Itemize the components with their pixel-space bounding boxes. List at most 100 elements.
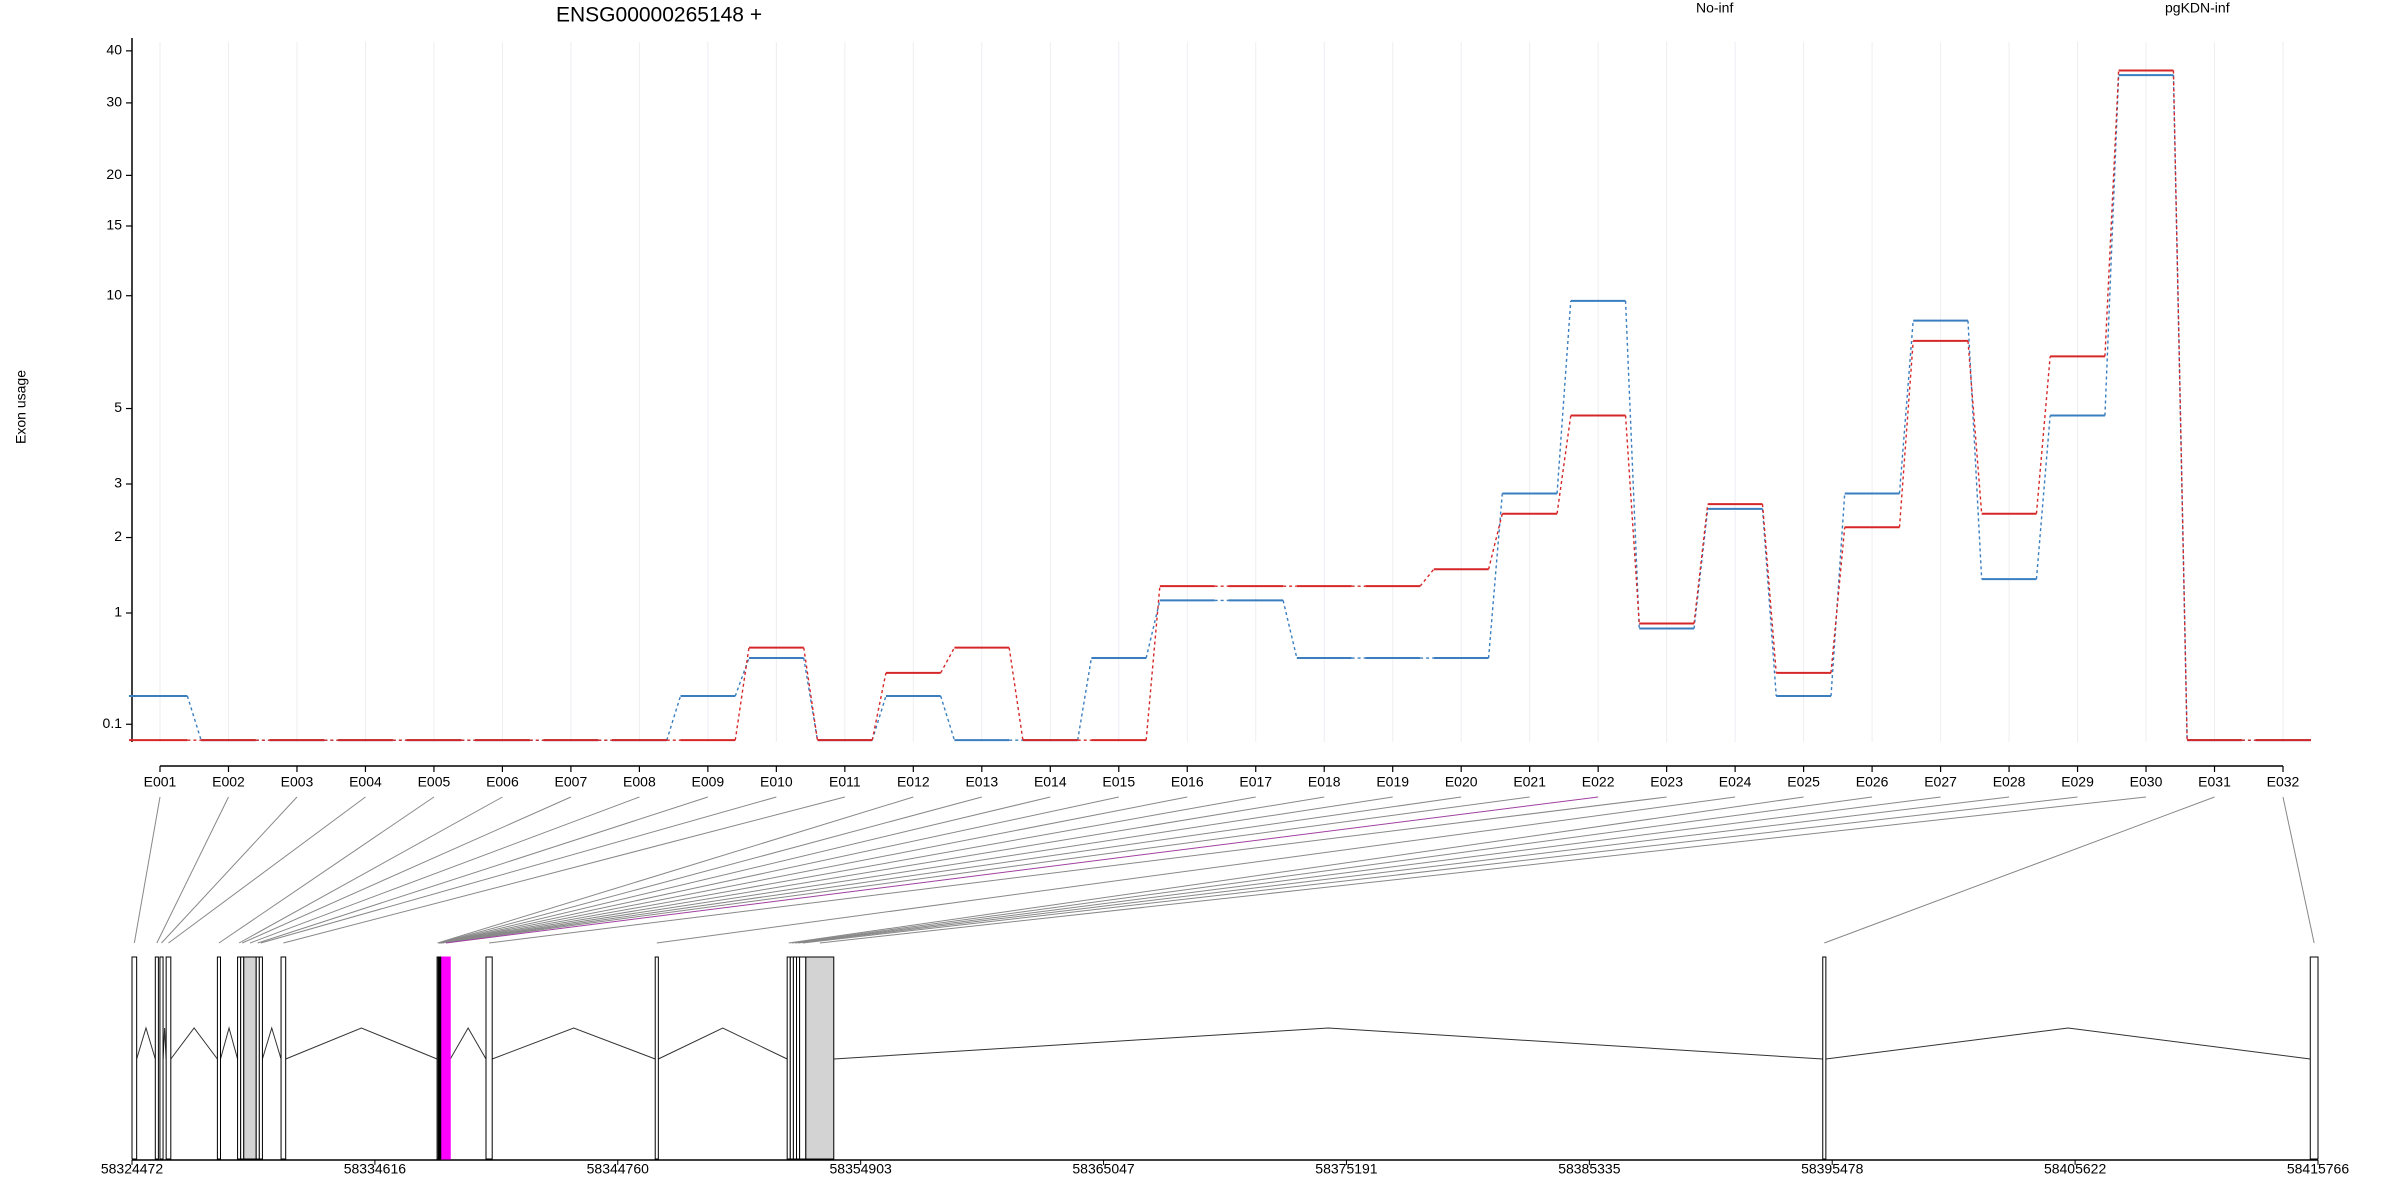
gene-tick-label: 58354903 [830,1161,893,1177]
bin-link [802,796,2078,944]
exon-bin [805,956,835,1160]
connector [1693,504,1709,624]
intron [833,1027,1823,1060]
intron [261,1026,282,1060]
gene-tick-label: 58405622 [2044,1161,2107,1177]
bin-link [656,796,1736,944]
exon-bin [159,956,164,1160]
x-tick-label: E026 [1856,774,1889,790]
gene-tick-label: 58344760 [587,1161,650,1177]
exon-bin [165,956,172,1160]
x-tick-label: E001 [144,774,177,790]
y-tick-label: 0.1 [103,715,123,731]
gene-tick-label: 58365047 [1072,1161,1135,1177]
x-tick-label: E002 [212,774,245,790]
connector [940,647,956,674]
intron [220,1026,239,1060]
exon-bin [258,956,263,1160]
connector [1898,340,1914,528]
exon-bin [2309,956,2319,1160]
connector [1145,600,1161,659]
intron [658,1027,788,1060]
bin-link [439,796,1119,944]
x-tick-label: E012 [897,774,930,790]
connector [1761,508,1777,697]
connector [1830,527,1846,673]
bin-link [441,796,1530,944]
bin-link [133,796,161,944]
y-tick-label: 5 [114,399,122,415]
x-tick-label: E005 [418,774,451,790]
x-tick-label: E020 [1445,774,1478,790]
connector [1830,493,1846,697]
intron [449,1026,487,1060]
gene-tick-label: 58324472 [101,1161,164,1177]
bin-link [238,796,503,944]
connector [1487,513,1503,570]
connector [940,695,956,741]
intron [170,1027,218,1060]
connector [803,647,819,741]
x-tick-label: E025 [1787,774,1820,790]
x-tick-label: E010 [760,774,793,790]
bin-link [257,796,709,944]
intron [162,1027,167,1060]
x-tick-label: E023 [1650,774,1683,790]
connector [734,657,750,697]
gene-tick-label: 58415766 [2287,1161,2350,1177]
x-tick-label: E024 [1719,774,1752,790]
intron [492,1027,656,1060]
y-tick-label: 1 [114,604,122,620]
bin-link [489,796,1667,944]
connector [1076,657,1093,741]
x-tick-label: E015 [1102,774,1135,790]
x-tick-label: E004 [349,774,382,790]
x-tick-label: E013 [965,774,998,790]
connector [1761,504,1777,673]
chart-title: ENSG00000265148 + [556,4,762,27]
y-tick-label: 40 [106,42,122,58]
connector [1624,415,1640,624]
x-tick-label: E028 [1993,774,2026,790]
bin-link [440,796,1325,944]
connector [1967,340,1983,514]
bin-link [439,796,1188,944]
gene-tick-label: 58395478 [1801,1161,1864,1177]
exon-bin [485,956,493,1160]
bin-link [2282,796,2315,944]
x-tick-label: E011 [829,774,861,790]
exon-bin [1822,956,1827,1160]
intron [1825,1027,2311,1060]
x-tick-label: E006 [486,774,519,790]
bin-link [260,796,777,944]
y-tick-label: 3 [114,475,122,491]
bin-link [168,796,366,944]
x-tick-label: E018 [1308,774,1341,790]
bin-link [283,796,845,944]
intron [285,1027,438,1060]
exon-bin [131,956,138,1160]
bin-link [242,796,572,944]
x-tick-label: E017 [1239,774,1272,790]
y-tick-label: 2 [114,528,122,544]
connector [803,657,819,741]
bin-link [441,796,1462,944]
bin-link [1824,796,2215,944]
y-tick-label: 15 [106,217,122,233]
connector [1898,320,1914,494]
y-tick-label: 20 [106,166,122,182]
exon-bin [441,956,451,1160]
connector [1419,568,1435,587]
bin-link [438,796,1051,944]
connector [871,695,887,741]
exon-bin [154,956,159,1160]
bin-link [218,796,435,944]
bin-link [439,796,1256,944]
bin-link [819,796,2147,944]
exon-bin [654,956,659,1160]
connector [1624,300,1640,629]
connector [1487,493,1503,659]
bin-link [791,796,1873,944]
bin-link [798,796,2010,944]
